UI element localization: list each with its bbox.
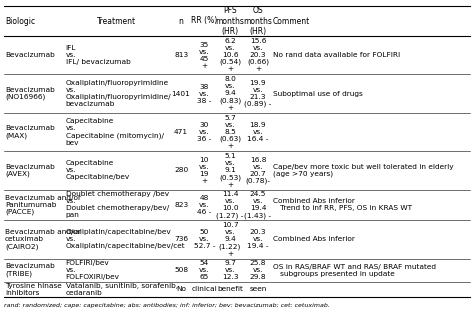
Text: No: No — [176, 286, 186, 292]
Text: 48
vs.
46 -: 48 vs. 46 - — [197, 195, 211, 215]
Text: Bevacizumab: Bevacizumab — [5, 52, 55, 58]
Text: PFS
months
(HR): PFS months (HR) — [216, 6, 245, 36]
Text: rand: randomized; cape: capecitabine; abs: antibodies; inf: inferior; bev: bevac: rand: randomized; cape: capecitabine; ab… — [4, 303, 330, 307]
Text: 471: 471 — [174, 129, 188, 135]
Text: 24.5
vs.
19.4
(1.43) -: 24.5 vs. 19.4 (1.43) - — [245, 191, 272, 219]
Text: 50
vs.
52.7 -: 50 vs. 52.7 - — [194, 229, 215, 249]
Text: 9.7
vs.
12.3: 9.7 vs. 12.3 — [222, 260, 238, 280]
Text: 20.3
vs.
19.4 -: 20.3 vs. 19.4 - — [247, 229, 269, 249]
Text: Tyrosine hinase
inhibitors: Tyrosine hinase inhibitors — [5, 283, 62, 296]
Text: Bevacizumab
(TRIBE): Bevacizumab (TRIBE) — [5, 263, 55, 277]
Text: 19.9
vs.
21.3
(0.89) -: 19.9 vs. 21.3 (0.89) - — [244, 80, 272, 107]
Text: 10
vs.
19
+: 10 vs. 19 + — [199, 157, 210, 184]
Text: Oxaliplatin/capecitabine/bev
vs.
Oxaliplatin/capecitabine/bev/cet: Oxaliplatin/capecitabine/bev vs. Oxalipl… — [65, 229, 185, 249]
Text: Doublet chemotherapy /bev
vs.
Doublet chemotherapy/bev/
pan: Doublet chemotherapy /bev vs. Doublet ch… — [65, 192, 169, 218]
Text: Bevacizumab and/or
Panitumumab
(PACCE): Bevacizumab and/or Panitumumab (PACCE) — [5, 195, 81, 215]
Text: 5.7
vs.
8.5
(0.63)
+: 5.7 vs. 8.5 (0.63) + — [219, 115, 241, 149]
Text: Biologic: Biologic — [5, 16, 35, 26]
Text: 11.4
vs.
10.0
(1.27) -: 11.4 vs. 10.0 (1.27) - — [216, 191, 244, 219]
Text: Combined Abs inferior
   Trend to inf RR, PFS, OS in KRAS WT: Combined Abs inferior Trend to inf RR, P… — [273, 198, 412, 211]
Text: Suboptimal use of drugs: Suboptimal use of drugs — [273, 90, 363, 97]
Text: FOLFIRI/bev
vs.
FOLFOXIRI/bev: FOLFIRI/bev vs. FOLFOXIRI/bev — [65, 260, 119, 280]
Text: 25.8
vs.
29.8: 25.8 vs. 29.8 — [250, 260, 266, 280]
Text: 280: 280 — [174, 167, 188, 173]
Text: OS
months
(HR): OS months (HR) — [244, 6, 273, 36]
Text: 38
vs.
38 -: 38 vs. 38 - — [197, 84, 211, 104]
Text: 10.7
vs.
9.4
(1.22)
+: 10.7 vs. 9.4 (1.22) + — [219, 222, 241, 257]
Text: Cape/bev more toxic but well tolerated in elderly
(age >70 years): Cape/bev more toxic but well tolerated i… — [273, 163, 454, 177]
Text: Comment: Comment — [273, 16, 310, 26]
Text: Vatalanib, sunitinib, sorafenib,
cedaranib: Vatalanib, sunitinib, sorafenib, cedaran… — [65, 283, 178, 296]
Text: clinical: clinical — [191, 286, 217, 292]
Text: 18.9
vs.
16.4 -: 18.9 vs. 16.4 - — [247, 122, 269, 142]
Text: Oxaliplatin/fluoropyrimidine
vs.
Oxaliplatin/fluoropyrimidine/
bevacizumab: Oxaliplatin/fluoropyrimidine vs. Oxalipl… — [65, 80, 171, 107]
Text: 30
vs.
36 -: 30 vs. 36 - — [197, 122, 211, 142]
Text: Capecitabine
vs.
Capecitabine/bev: Capecitabine vs. Capecitabine/bev — [65, 160, 130, 180]
Text: Combined Abs inferior: Combined Abs inferior — [273, 236, 355, 243]
Text: n: n — [179, 16, 183, 26]
Text: RR (%): RR (%) — [191, 16, 218, 26]
Text: 15.6
vs.
20.3
(0.66)
+: 15.6 vs. 20.3 (0.66) + — [247, 38, 269, 72]
Text: 35
vs.
45
+: 35 vs. 45 + — [199, 42, 210, 69]
Text: seen: seen — [249, 286, 267, 292]
Text: Bevacizumab
(AVEX): Bevacizumab (AVEX) — [5, 163, 55, 177]
Text: 1401: 1401 — [172, 90, 191, 97]
Text: 16.8
vs.
20.7
(0.78)-: 16.8 vs. 20.7 (0.78)- — [246, 157, 271, 184]
Text: 6.2
vs.
10.6
(0.54)
+: 6.2 vs. 10.6 (0.54) + — [219, 38, 241, 72]
Text: 813: 813 — [174, 52, 188, 58]
Text: 54
vs.
65: 54 vs. 65 — [199, 260, 210, 280]
Text: Bevacizumab and/or
cetuximab
(CAIRO2): Bevacizumab and/or cetuximab (CAIRO2) — [5, 229, 81, 250]
Text: 823: 823 — [174, 202, 188, 208]
Text: 736: 736 — [174, 236, 188, 243]
Text: IFL
vs.
IFL/ bevacizumab: IFL vs. IFL/ bevacizumab — [65, 45, 130, 65]
Text: Treatment: Treatment — [98, 16, 137, 26]
Text: benefit: benefit — [217, 286, 243, 292]
Text: OS in RAS/BRAF WT and RAS/ BRAF mutated
   subgroups presented in update: OS in RAS/BRAF WT and RAS/ BRAF mutated … — [273, 264, 436, 276]
Text: Capecitabine
vs.
Capecitabine (mitomycin)/
bev: Capecitabine vs. Capecitabine (mitomycin… — [65, 118, 164, 146]
Text: Bevacizumab
(MAX): Bevacizumab (MAX) — [5, 125, 55, 139]
Text: Bevacizumab
(NO16966): Bevacizumab (NO16966) — [5, 87, 55, 100]
Text: No rand data available for FOLFIRI: No rand data available for FOLFIRI — [273, 52, 400, 58]
Text: 8.0
vs.
9.4
(0.83)
+: 8.0 vs. 9.4 (0.83) + — [219, 76, 241, 111]
Text: 508: 508 — [174, 267, 188, 273]
Text: 5.1
vs.
9.1
(0.53)
+: 5.1 vs. 9.1 (0.53) + — [219, 153, 241, 188]
